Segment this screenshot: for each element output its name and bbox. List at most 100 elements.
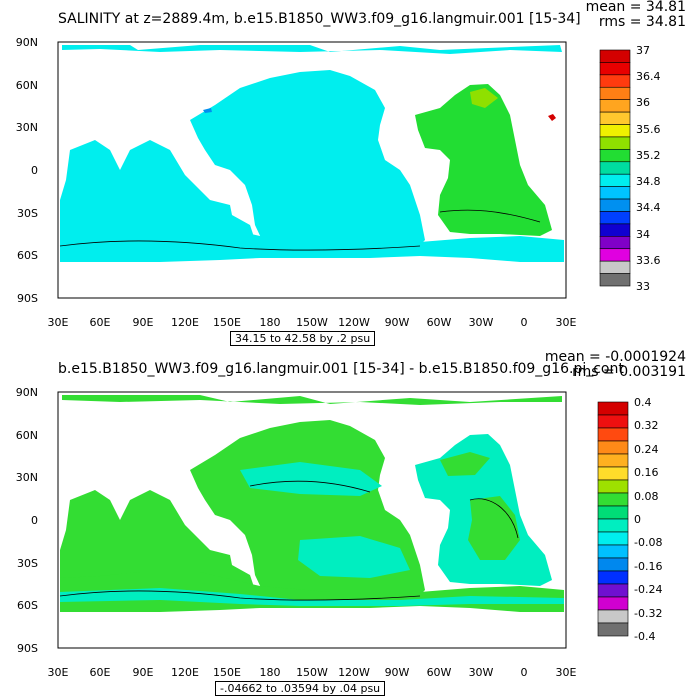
top-mediterranean-dot bbox=[548, 114, 556, 121]
colorbar-swatch bbox=[599, 260, 631, 274]
top-lat-label: 30S bbox=[17, 207, 38, 220]
colorbar-swatch bbox=[597, 414, 629, 429]
bottom-rms-label: rms = 0.003191 bbox=[572, 364, 686, 380]
top-lon-label: 30E bbox=[555, 316, 577, 329]
bottom-range-label: -.04662 to .03594 by .04 psu bbox=[215, 681, 386, 696]
colorbar-swatch bbox=[599, 211, 631, 225]
bottom-lat-label: 90N bbox=[15, 386, 38, 399]
bottom-lon-label: 30E bbox=[555, 666, 577, 679]
top-pacific-ocean bbox=[190, 70, 425, 252]
bottom-mean-label: mean = -0.0001924 bbox=[544, 349, 686, 365]
colorbar-swatch bbox=[599, 62, 631, 76]
bottom-pacific-cyan-band bbox=[240, 462, 382, 496]
colorbar-label: -0.16 bbox=[634, 559, 663, 573]
top-lon-label: 60W bbox=[426, 316, 452, 329]
colorbar-swatch bbox=[597, 440, 629, 455]
bottom-map bbox=[57, 391, 567, 649]
colorbar-label: 0.08 bbox=[634, 489, 659, 503]
top-lon-label: 30E bbox=[47, 316, 69, 329]
bottom-lon-label: 120E bbox=[171, 666, 199, 679]
bottom-lon-label: 30E bbox=[47, 666, 69, 679]
bottom-lon-label: 30W bbox=[468, 666, 494, 679]
top-lon-label: 150E bbox=[213, 316, 241, 329]
colorbar-label: 0.32 bbox=[634, 419, 659, 433]
bottom-lon-label: 60E bbox=[89, 666, 111, 679]
colorbar-swatch bbox=[597, 479, 629, 494]
top-lon-label: 90W bbox=[384, 316, 410, 329]
top-lon-label: 90E bbox=[132, 316, 154, 329]
top-lat-label: 90S bbox=[17, 292, 38, 305]
bottom-atlantic-green-core bbox=[468, 496, 520, 560]
top-lon-label: 180 bbox=[259, 316, 281, 329]
colorbar-label: 0 bbox=[634, 513, 641, 526]
colorbar-swatch bbox=[597, 401, 629, 416]
colorbar-swatch bbox=[599, 136, 631, 150]
top-lon-label: 0 bbox=[520, 316, 528, 329]
colorbar-swatch bbox=[597, 505, 629, 520]
colorbar-swatch bbox=[599, 161, 631, 175]
top-rms-label: rms = 34.81 bbox=[598, 14, 686, 30]
top-panel-title: SALINITY at z=2889.4m, b.e15.B1850_WW3.f… bbox=[58, 11, 581, 27]
bottom-lon-label: 90W bbox=[384, 666, 410, 679]
colorbar-label: 0.4 bbox=[634, 396, 652, 409]
colorbar-swatch bbox=[599, 173, 631, 187]
colorbar-swatch bbox=[597, 596, 629, 611]
colorbar-swatch bbox=[599, 236, 631, 250]
bottom-lon-label: 0 bbox=[520, 666, 528, 679]
bottom-lon-label: 150E bbox=[213, 666, 241, 679]
top-contour-line bbox=[439, 209, 541, 223]
top-range-label: 34.15 to 42.58 by .2 psu bbox=[230, 331, 376, 346]
bottom-lat-label: 30S bbox=[17, 557, 38, 570]
colorbar-swatch bbox=[599, 111, 631, 125]
colorbar-swatch bbox=[597, 544, 629, 559]
colorbar-swatch bbox=[597, 518, 629, 533]
colorbar-label: 35.6 bbox=[636, 122, 661, 136]
bottom-contour-line bbox=[469, 498, 519, 539]
colorbar-label: -0.4 bbox=[634, 630, 656, 643]
colorbar-label: 34.8 bbox=[636, 175, 661, 189]
colorbar-label: 36 bbox=[636, 96, 650, 110]
colorbar-swatch bbox=[599, 248, 631, 262]
colorbar-label: 34.4 bbox=[636, 201, 661, 215]
colorbar-swatch bbox=[599, 99, 631, 113]
top-lat-label: 30N bbox=[15, 121, 38, 134]
top-lon-label: 60E bbox=[89, 316, 111, 329]
colorbar-swatch bbox=[599, 49, 631, 63]
colorbar-swatch bbox=[597, 557, 629, 572]
top-arctic-ocean bbox=[62, 45, 562, 54]
colorbar-label: 33 bbox=[636, 280, 650, 293]
colorbar-swatch bbox=[597, 609, 629, 624]
colorbar-swatch bbox=[597, 492, 629, 507]
top-mean-label: mean = 34.81 bbox=[585, 0, 686, 15]
colorbar-swatch bbox=[599, 223, 631, 237]
top-lon-label: 150W bbox=[296, 316, 328, 329]
top-lon-label: 120E bbox=[171, 316, 199, 329]
bottom-lat-label: 0 bbox=[31, 514, 38, 527]
colorbar-label: 37 bbox=[636, 44, 650, 57]
top-southern-ocean bbox=[60, 222, 564, 262]
colorbar-swatch bbox=[599, 86, 631, 100]
colorbar-label: 33.6 bbox=[636, 253, 661, 267]
top-atlantic-ocean bbox=[415, 84, 552, 236]
colorbar-swatch bbox=[597, 622, 629, 637]
top-atlantic-north-patch bbox=[470, 88, 498, 108]
colorbar-label: 0.24 bbox=[634, 442, 659, 456]
bottom-lon-label: 120W bbox=[338, 666, 370, 679]
colorbar-swatch bbox=[597, 583, 629, 598]
top-lat-label: 0 bbox=[31, 164, 38, 177]
colorbar-label: 0.16 bbox=[634, 466, 659, 480]
bottom-pacific-cyan-south bbox=[298, 536, 410, 578]
colorbar-swatch bbox=[597, 427, 629, 442]
colorbar-swatch bbox=[597, 466, 629, 481]
colorbar-label: -0.32 bbox=[634, 606, 663, 620]
colorbar-swatch bbox=[599, 74, 631, 88]
top-lat-label: 90N bbox=[15, 36, 38, 49]
bottom-lat-label: 60N bbox=[15, 429, 38, 442]
colorbar-swatch bbox=[597, 531, 629, 546]
colorbar-swatch bbox=[599, 149, 631, 163]
top-lat-label: 60S bbox=[17, 249, 38, 262]
bottom-lon-label: 150W bbox=[296, 666, 328, 679]
colorbar-swatch bbox=[599, 186, 631, 200]
bottom-arctic-ocean bbox=[62, 395, 562, 405]
